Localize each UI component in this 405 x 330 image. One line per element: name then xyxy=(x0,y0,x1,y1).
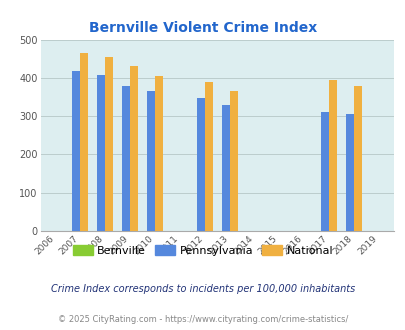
Bar xyxy=(97,75,105,231)
Bar xyxy=(328,80,336,231)
Bar xyxy=(80,52,88,231)
Bar xyxy=(105,57,113,231)
Bar xyxy=(147,91,155,231)
Bar xyxy=(229,91,237,231)
Bar xyxy=(320,112,328,231)
Text: © 2025 CityRating.com - https://www.cityrating.com/crime-statistics/: © 2025 CityRating.com - https://www.city… xyxy=(58,315,347,324)
Bar xyxy=(221,106,229,231)
Bar xyxy=(196,98,204,231)
Bar xyxy=(122,85,130,231)
Bar xyxy=(204,82,212,231)
Text: Bernville Violent Crime Index: Bernville Violent Crime Index xyxy=(89,21,316,35)
Bar xyxy=(155,76,162,231)
Legend: Bernville, Pennsylvania, National: Bernville, Pennsylvania, National xyxy=(68,241,337,260)
Bar xyxy=(130,66,138,231)
Text: Crime Index corresponds to incidents per 100,000 inhabitants: Crime Index corresponds to incidents per… xyxy=(51,284,354,294)
Bar xyxy=(72,71,80,231)
Bar xyxy=(353,85,361,231)
Bar xyxy=(345,114,353,231)
